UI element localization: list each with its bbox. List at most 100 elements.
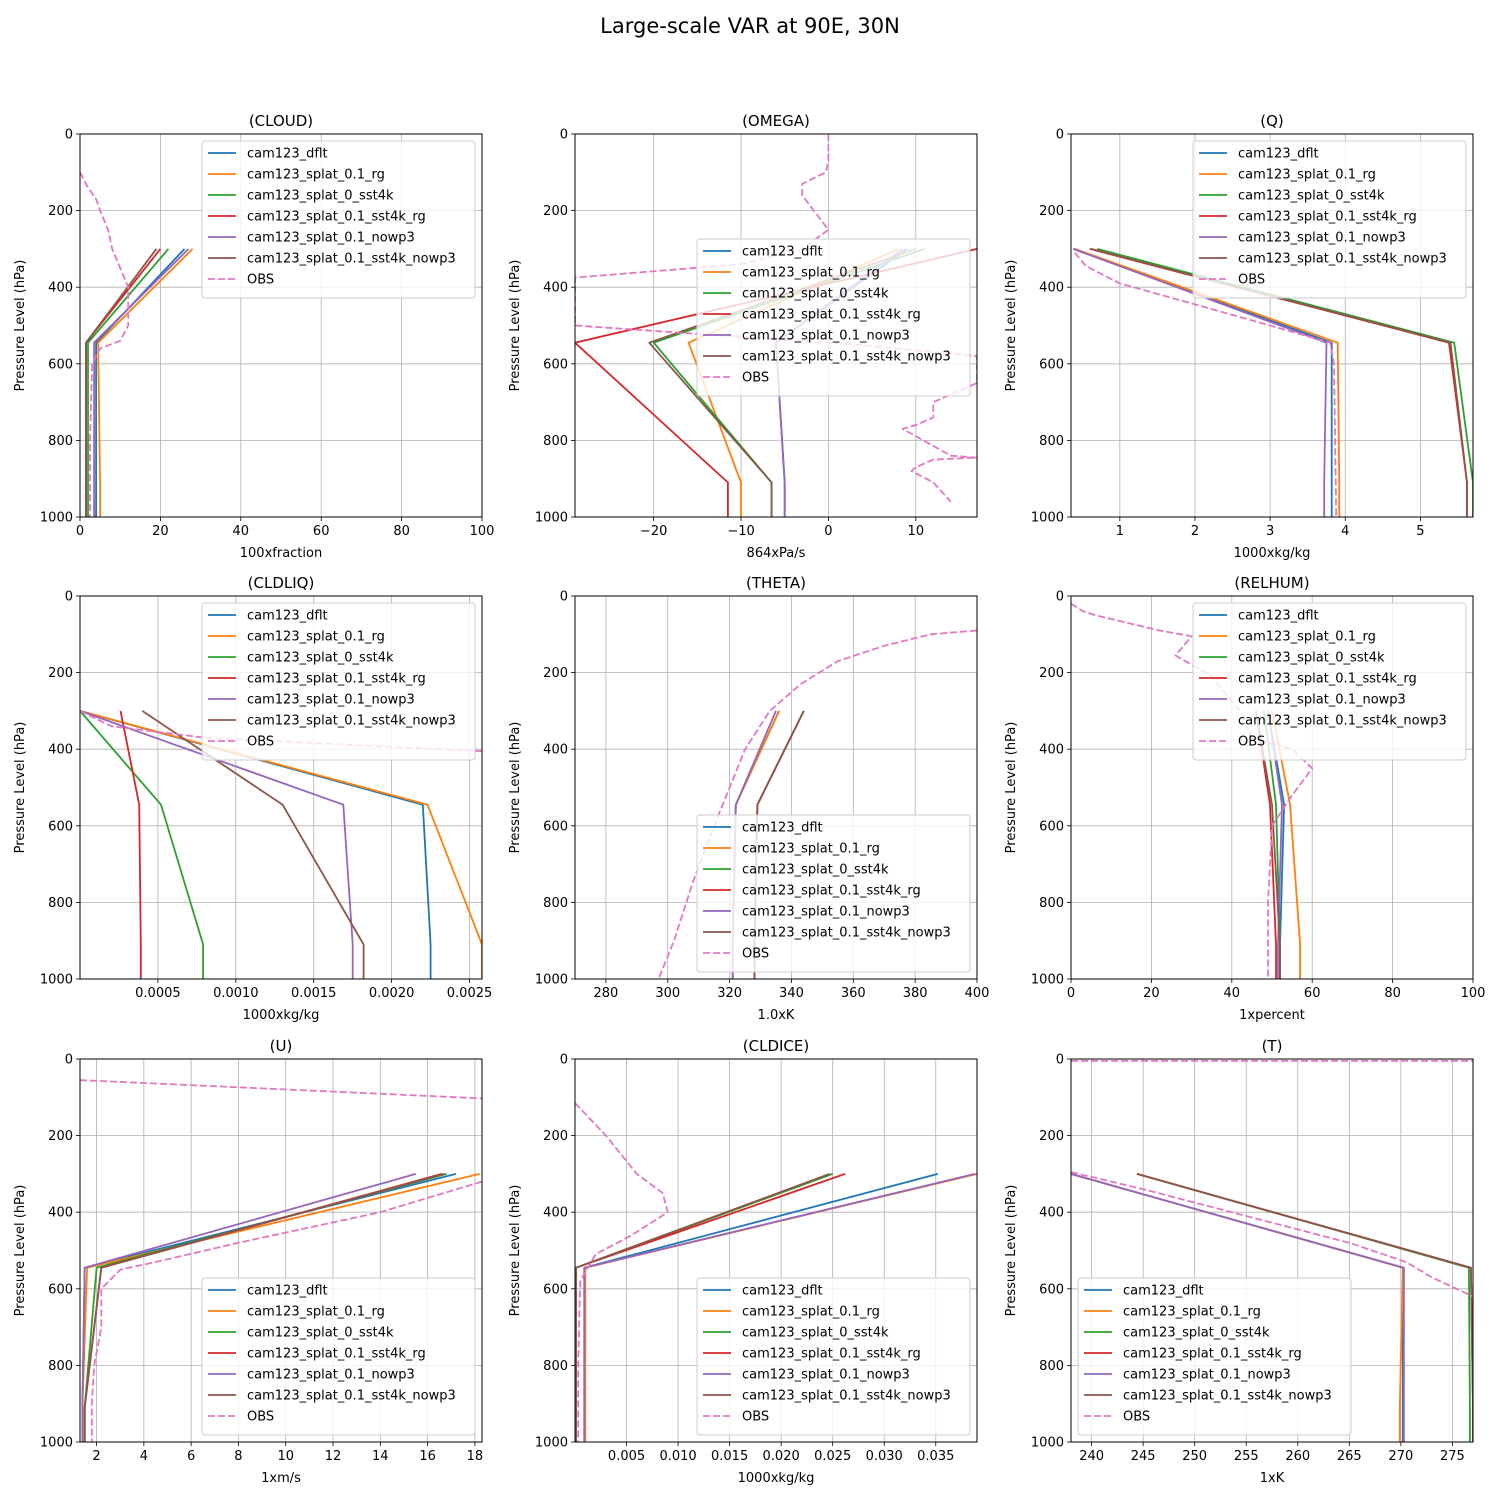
- x-tick-label: 100: [1461, 986, 1486, 1001]
- y-tick-label: 400: [543, 743, 568, 758]
- x-tick-label: 100: [470, 524, 495, 539]
- y-tick-label: 1000: [40, 511, 73, 526]
- subplot-q: 1 2 3 4 5 0 200 400 600 800 1000 (Q) 1000xkg/kg Press…: [1004, 112, 1474, 561]
- x-tick-label: 6: [187, 1449, 195, 1464]
- y-tick-label: 200: [1039, 1129, 1064, 1144]
- legend-entry: cam123_splat_0.1_sst4k_rg: [1238, 672, 1417, 687]
- y-tick-label: 200: [543, 204, 568, 219]
- x-tick-label: 60: [313, 524, 330, 539]
- x-tick-label: 2: [92, 1449, 100, 1464]
- y-axis-label: Pressure Level (hPa): [508, 722, 523, 854]
- legend-entry: cam123_splat_0.1_rg: [742, 266, 880, 281]
- legend-entry: cam123_splat_0.1_sst4k_nowp3: [1123, 1389, 1332, 1404]
- y-tick-label: 400: [48, 281, 73, 296]
- y-axis-label: Pressure Level (hPa): [1004, 722, 1019, 854]
- subplot-theta: 280 300 320 340 360 380 400 0 200 400 600 800 1000 (T…: [508, 574, 989, 1023]
- y-axis-label: Pressure Level (hPa): [508, 260, 523, 392]
- x-tick-label: 250: [1182, 1449, 1207, 1464]
- legend-entry: cam123_splat_0.1_rg: [1238, 168, 1376, 183]
- y-tick-label: 0: [1056, 590, 1064, 605]
- legend-entry: OBS: [247, 273, 274, 288]
- legend: cam123_dflt cam123_splat_0.1_rg cam123_spl…: [1077, 1277, 1352, 1436]
- legend-entry: cam123_splat_0.1_nowp3: [247, 231, 415, 246]
- legend-entry: cam123_dflt: [742, 821, 823, 836]
- y-tick-label: 600: [1039, 357, 1064, 372]
- legend-entry: OBS: [247, 735, 274, 750]
- y-tick-label: 1000: [535, 973, 568, 988]
- series-group: [1071, 1060, 1473, 1442]
- legend: cam123_dflt cam123_splat_0.1_rg cam123_spl…: [696, 814, 971, 973]
- figure-title: Large-scale VAR at 90E, 30N: [600, 14, 900, 38]
- y-tick-label: 400: [1039, 1206, 1064, 1221]
- x-tick-label: 0.015: [711, 1449, 748, 1464]
- legend-entry: cam123_splat_0_sst4k: [742, 1326, 889, 1341]
- y-tick-label: 1000: [1031, 973, 1064, 988]
- legend-entry: cam123_dflt: [247, 1284, 328, 1299]
- x-axis-label: 100xfraction: [240, 546, 322, 561]
- legend-entry: cam123_splat_0.1_sst4k_nowp3: [247, 714, 456, 729]
- series-line-cam123_splat_0.1_sst4k_nowp3: [83, 1173, 445, 1442]
- subplot-cloud: 0 20 40 60 80 10002004006008001000(CLOUD)100x…: [13, 112, 494, 561]
- x-tick-label: 275: [1440, 1449, 1465, 1464]
- legend-entry: cam123_splat_0.1_nowp3: [1238, 693, 1406, 708]
- y-tick-label: 800: [1039, 1359, 1064, 1374]
- legend-entry: cam123_dflt: [1123, 1284, 1204, 1299]
- legend-box: [1077, 1277, 1352, 1436]
- legend: cam123_dflt cam123_splat_0.1_rg cam123_spl…: [1192, 602, 1467, 761]
- y-tick-label: 1000: [535, 511, 568, 526]
- series-line-cam123_splat_0.1_nowp3: [583, 1173, 976, 1442]
- legend-entry: cam123_splat_0.1_sst4k_rg: [247, 672, 426, 687]
- y-tick-label: 0: [65, 1053, 73, 1068]
- legend-box: [201, 602, 476, 761]
- y-tick-label: 800: [48, 434, 73, 449]
- series-line-cam123_splat_0.1_sst4k_nowp3: [1136, 1173, 1473, 1442]
- y-tick-label: 0: [65, 128, 73, 143]
- legend: cam123_dflt cam123_splat_0.1_rg cam123_spl…: [1192, 140, 1467, 299]
- y-tick-label: 800: [543, 1359, 568, 1374]
- y-tick-label: 200: [48, 1129, 73, 1144]
- legend-entry: cam123_splat_0.1_nowp3: [742, 1368, 910, 1383]
- x-tick-label: −10: [727, 524, 754, 539]
- x-tick-label: 0.010: [659, 1449, 696, 1464]
- y-tick-label: 400: [1039, 281, 1064, 296]
- x-tick-label: 1: [1116, 524, 1124, 539]
- legend-entry: OBS: [742, 947, 769, 962]
- series-line-OBS: [1074, 252, 1338, 517]
- subplot-title: (THETA): [746, 574, 806, 592]
- legend-entry: cam123_splat_0_sst4k: [1238, 651, 1385, 666]
- legend-entry: cam123_dflt: [247, 147, 328, 162]
- x-tick-label: 360: [841, 986, 866, 1001]
- y-tick-label: 600: [543, 357, 568, 372]
- x-tick-label: 0.035: [917, 1449, 954, 1464]
- axes-frame: [1070, 595, 1474, 980]
- x-axis-label: 1000xkg/kg: [738, 1471, 815, 1486]
- series-group: [80, 1079, 482, 1442]
- x-axis-label: 864xPa/s: [747, 546, 806, 561]
- legend-box: [1192, 602, 1467, 761]
- legend: cam123_dflt cam123_splat_0.1_rg cam123_spl…: [696, 238, 971, 397]
- x-tick-label: 20: [1143, 986, 1160, 1001]
- axes-frame: [79, 1058, 483, 1443]
- axes-frame: [79, 595, 483, 980]
- x-axis-label: 1xpercent: [1239, 1008, 1305, 1023]
- legend-entry: cam123_splat_0.1_nowp3: [1238, 231, 1406, 246]
- legend: cam123_dflt cam123_splat_0.1_rg cam123_spl…: [201, 602, 476, 761]
- y-tick-label: 1000: [1031, 1436, 1064, 1451]
- legend-entry: OBS: [1238, 735, 1265, 750]
- x-tick-label: 0.0020: [369, 986, 415, 1001]
- subplot-title: (U): [270, 1037, 293, 1055]
- legend-entry: cam123_splat_0.1_sst4k_nowp3: [247, 252, 456, 267]
- x-tick-label: 12: [325, 1449, 342, 1464]
- x-tick-label: 245: [1131, 1449, 1156, 1464]
- x-tick-label: 400: [965, 986, 990, 1001]
- series-line-OBS: [575, 134, 977, 503]
- series-line-OBS: [1071, 602, 1314, 979]
- y-tick-label: 1000: [40, 973, 73, 988]
- y-tick-label: 400: [48, 743, 73, 758]
- legend-entry: cam123_dflt: [247, 609, 328, 624]
- legend-entry: cam123_splat_0.1_rg: [247, 1305, 385, 1320]
- series-group: [575, 1102, 977, 1442]
- y-tick-label: 600: [1039, 1282, 1064, 1297]
- y-tick-label: 400: [48, 1206, 73, 1221]
